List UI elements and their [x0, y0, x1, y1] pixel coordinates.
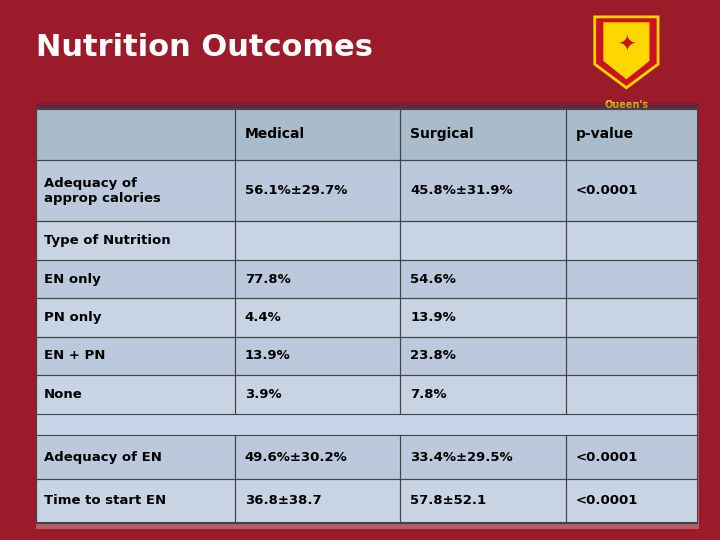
Text: 7.8%: 7.8% [410, 388, 447, 401]
Text: 56.1%±29.7%: 56.1%±29.7% [245, 184, 347, 197]
Text: p-value: p-value [576, 127, 634, 141]
Text: 45.8%±31.9%: 45.8%±31.9% [410, 184, 513, 197]
FancyBboxPatch shape [36, 109, 698, 160]
Text: 36.8±38.7: 36.8±38.7 [245, 495, 321, 508]
Text: Queen's
UNIVERSITY: Queen's UNIVERSITY [594, 99, 659, 121]
Text: Medical: Medical [245, 127, 305, 141]
Polygon shape [595, 17, 658, 88]
Text: 57.8±52.1: 57.8±52.1 [410, 495, 487, 508]
Text: None: None [44, 388, 83, 401]
Text: Time to start EN: Time to start EN [44, 495, 166, 508]
Text: 13.9%: 13.9% [245, 349, 290, 362]
Text: EN + PN: EN + PN [44, 349, 105, 362]
Text: 23.8%: 23.8% [410, 349, 456, 362]
Text: 49.6%±30.2%: 49.6%±30.2% [245, 450, 348, 463]
FancyBboxPatch shape [36, 337, 698, 375]
Text: 13.9%: 13.9% [410, 311, 456, 324]
Text: Type of Nutrition: Type of Nutrition [44, 234, 171, 247]
Text: Adequacy of
approp calories: Adequacy of approp calories [44, 177, 161, 205]
Text: <0.0001: <0.0001 [576, 450, 638, 463]
Text: ✦: ✦ [617, 35, 636, 55]
FancyBboxPatch shape [36, 260, 698, 298]
FancyBboxPatch shape [36, 435, 698, 479]
FancyBboxPatch shape [36, 160, 698, 221]
Text: 33.4%±29.5%: 33.4%±29.5% [410, 450, 513, 463]
Text: EN only: EN only [44, 273, 101, 286]
Text: 77.8%: 77.8% [245, 273, 290, 286]
FancyBboxPatch shape [36, 298, 698, 337]
Text: <0.0001: <0.0001 [576, 184, 638, 197]
Text: 54.6%: 54.6% [410, 273, 456, 286]
Text: 4.4%: 4.4% [245, 311, 282, 324]
Polygon shape [603, 22, 650, 80]
Text: 3.9%: 3.9% [245, 388, 282, 401]
Text: Nutrition Outcomes: Nutrition Outcomes [36, 33, 373, 63]
FancyBboxPatch shape [36, 479, 698, 523]
Text: PN only: PN only [44, 311, 102, 324]
FancyBboxPatch shape [36, 414, 698, 435]
FancyBboxPatch shape [36, 221, 698, 260]
Text: <0.0001: <0.0001 [576, 495, 638, 508]
FancyBboxPatch shape [36, 375, 698, 414]
Text: Adequacy of EN: Adequacy of EN [44, 450, 162, 463]
Text: Surgical: Surgical [410, 127, 474, 141]
